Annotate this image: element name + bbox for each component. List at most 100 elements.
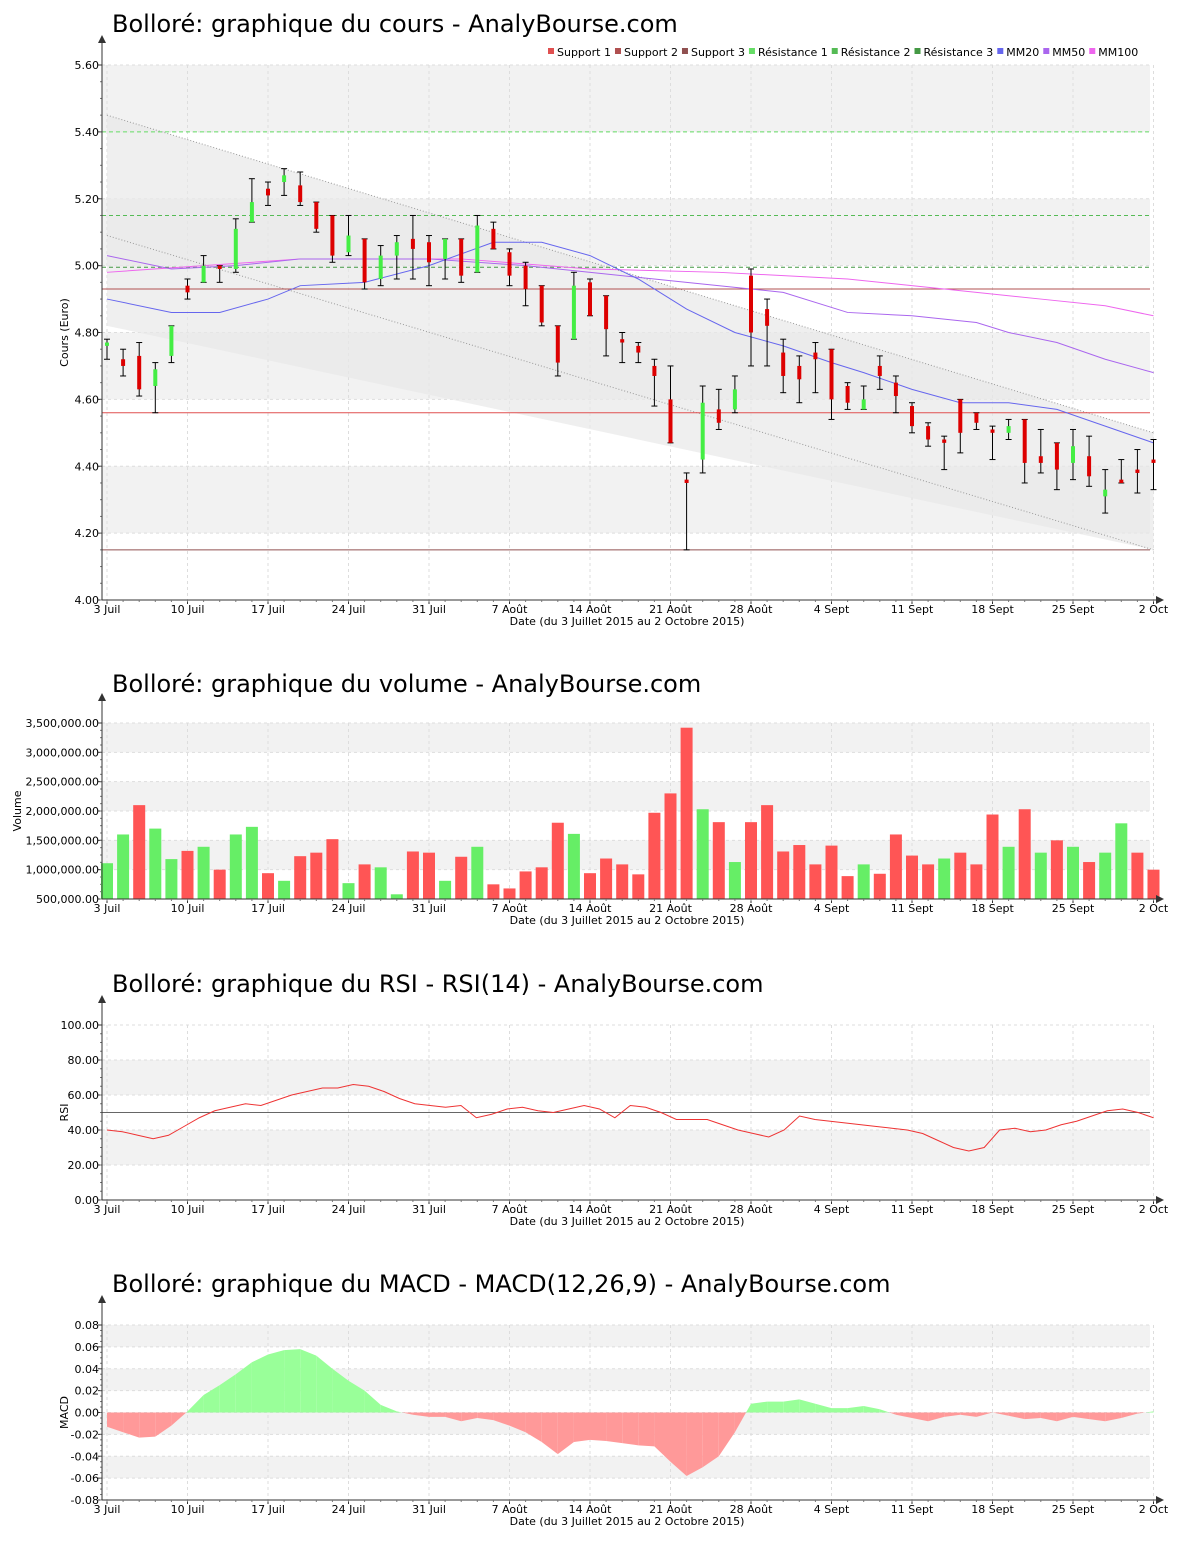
volume-bar: [149, 828, 162, 899]
volume-bar: [632, 874, 645, 899]
volume-x-tick-label: 4 Sept: [814, 902, 850, 915]
volume-x-axis-arrow: [1156, 895, 1164, 903]
price-x-axis-arrow: [1156, 596, 1164, 604]
price-legend-swatch: [681, 48, 688, 54]
macd-y-tick-label: -0.08: [71, 1494, 99, 1507]
macd-chart-title: Bolloré: graphique du MACD - MACD(12,26,…: [112, 1270, 891, 1298]
volume-bar: [793, 845, 806, 899]
macd-x-tick-label: 17 Juil: [251, 1503, 285, 1516]
price-candle-body: [282, 175, 287, 183]
price-x-tick-label: 25 Sept: [1052, 603, 1095, 616]
macd-negative-area: [960, 1412, 977, 1417]
volume-bar: [358, 864, 371, 899]
rsi-grid-band: [102, 1130, 1150, 1165]
macd-negative-area: [1073, 1412, 1090, 1420]
volume-bar: [1050, 840, 1063, 899]
macd-positive-area: [251, 1354, 268, 1413]
volume-bar: [970, 864, 983, 899]
macd-y-tick-label: 0.02: [75, 1385, 100, 1398]
volume-bar: [117, 834, 130, 899]
rsi-y-tick-label: 20.00: [68, 1159, 100, 1172]
price-candle-body: [1087, 456, 1092, 477]
volume-y-axis-label: Volume: [11, 790, 24, 831]
price-candle-body: [588, 282, 592, 316]
rsi-x-tick-label: 4 Sept: [814, 1203, 850, 1216]
volume-bar: [181, 850, 194, 899]
volume-bar: [1083, 862, 1096, 899]
macd-positive-area: [1145, 1411, 1154, 1413]
macd-positive-area: [799, 1399, 816, 1413]
volume-bar: [374, 867, 387, 899]
macd-negative-area: [976, 1412, 993, 1417]
price-x-tick-label: 24 Juil: [332, 603, 366, 616]
volume-bar: [906, 855, 918, 899]
price-candle-body: [137, 355, 142, 390]
price-candle-body: [539, 285, 544, 323]
macd-negative-area: [889, 1412, 896, 1415]
macd-positive-area: [847, 1405, 864, 1413]
macd-negative-area: [171, 1412, 187, 1426]
rsi-y-tick-label: 60.00: [68, 1089, 100, 1102]
volume-bar: [680, 727, 693, 899]
price-candle-body: [153, 369, 158, 386]
macd-negative-area: [718, 1412, 735, 1457]
volume-bar: [825, 845, 838, 899]
macd-positive-area: [783, 1399, 800, 1413]
price-y-tick-label: 4.00: [75, 594, 100, 607]
price-candle-body: [410, 238, 415, 249]
price-grid-band: [102, 65, 1150, 132]
price-candle-body: [668, 399, 673, 443]
macd-positive-area: [815, 1403, 832, 1413]
volume-bar: [487, 884, 500, 899]
price-candle-body: [314, 202, 319, 229]
volume-grid-band: [102, 781, 1150, 811]
price-candle-body: [845, 386, 850, 403]
macd-x-axis-arrow: [1156, 1496, 1164, 1504]
volume-y-tick-label: 1,000,000.00: [26, 864, 99, 877]
price-candle-body: [636, 345, 641, 353]
volume-bar: [584, 873, 596, 899]
macd-positive-area: [364, 1390, 381, 1413]
volume-bar: [728, 862, 741, 899]
price-y-tick-label: 5.00: [75, 260, 100, 273]
price-y-tick-label: 5.20: [75, 193, 100, 206]
price-mm50-line: [106, 255, 1154, 374]
macd-x-tick-label: 3 Juil: [94, 1503, 121, 1516]
macd-negative-area: [1040, 1412, 1057, 1422]
macd-x-axis-label: Date (du 3 Juillet 2015 au 2 Octobre 201…: [510, 1515, 745, 1528]
macd-positive-area: [284, 1349, 301, 1413]
price-candle-body: [105, 342, 109, 346]
rsi-x-tick-label: 24 Juil: [332, 1203, 366, 1216]
volume-bar: [745, 822, 757, 899]
macd-y-axis-arrow: [98, 1295, 106, 1303]
volume-bar: [1034, 852, 1047, 899]
volume-bar: [262, 873, 274, 899]
macd-grid-band: [102, 1368, 1150, 1391]
volume-bar: [101, 863, 113, 899]
price-legend-swatch: [548, 48, 554, 54]
macd-x-tick-label: 11 Sept: [891, 1503, 934, 1516]
rsi-x-tick-label: 21 Août: [649, 1203, 693, 1216]
volume-x-tick-label: 11 Sept: [891, 902, 934, 915]
price-legend-label: Support 3: [691, 46, 745, 59]
price-candle-body: [604, 295, 609, 330]
macd-negative-area: [123, 1412, 140, 1438]
price-candle-body: [233, 228, 238, 269]
price-candle-body: [378, 255, 383, 279]
macd-positive-area: [332, 1368, 349, 1413]
price-x-tick-label: 31 Juil: [412, 603, 446, 616]
volume-bar: [1002, 846, 1015, 899]
price-candle-body: [427, 242, 431, 263]
macd-y-tick-label: 0.06: [75, 1341, 100, 1354]
macd-negative-area: [734, 1412, 747, 1433]
volume-x-tick-label: 17 Juil: [251, 902, 285, 915]
volume-y-tick-label: 1,500,000.00: [26, 834, 99, 847]
macd-negative-area: [461, 1412, 478, 1422]
volume-bar: [616, 864, 629, 899]
price-x-tick-label: 3 Juil: [94, 603, 121, 616]
macd-negative-area: [1024, 1412, 1041, 1420]
price-candle-body: [298, 185, 303, 203]
volume-bar: [535, 867, 548, 899]
volume-bar: [406, 851, 419, 899]
macd-y-axis-label: MACD: [58, 1396, 71, 1429]
